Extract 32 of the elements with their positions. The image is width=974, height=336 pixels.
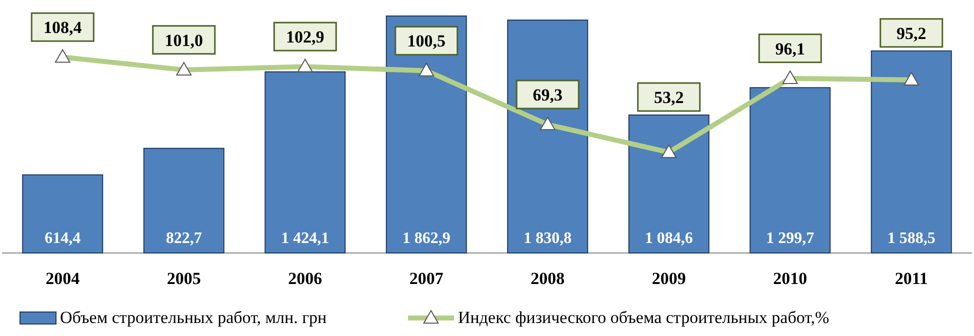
data-label: 1 588,5 <box>887 230 936 247</box>
data-label: 1 424,1 <box>281 230 330 247</box>
bar <box>628 114 710 254</box>
data-label: 108,4 <box>44 18 82 38</box>
legend-label: Индекс физического объема строительных работ,% <box>458 308 830 327</box>
data-label: 1 084,6 <box>644 230 693 247</box>
bar <box>143 148 224 254</box>
data-label: 101,0 <box>164 30 203 50</box>
bar <box>264 71 346 254</box>
data-label: 102,9 <box>286 28 324 47</box>
bar <box>750 87 831 254</box>
bar <box>870 50 952 254</box>
x-tick-label: 2011 <box>894 269 928 288</box>
data-label: 53,2 <box>654 88 684 108</box>
data-label: 1 862,9 <box>402 230 450 247</box>
data-label: 96,1 <box>775 39 805 58</box>
data-label: 614,4 <box>44 230 81 247</box>
x-tick-label: 2009 <box>652 269 686 288</box>
x-tick-label: 2007 <box>409 269 444 288</box>
data-label: 95,2 <box>896 24 926 43</box>
data-label: 1 830,8 <box>524 230 572 247</box>
bar <box>22 174 104 254</box>
x-tick-label: 2004 <box>46 269 80 288</box>
x-tick-label: 2010 <box>773 269 808 288</box>
x-tick-label: 2006 <box>288 269 322 288</box>
data-label: 822,7 <box>166 230 202 247</box>
legend-label: Объем строительных работ, млн. грн <box>60 308 327 327</box>
data-label: 100,5 <box>407 32 446 51</box>
data-label: 69,3 <box>532 86 562 105</box>
x-tick-label: 2005 <box>166 269 201 288</box>
x-tick-label: 2008 <box>530 269 565 288</box>
data-label: 1 299,7 <box>766 230 814 247</box>
